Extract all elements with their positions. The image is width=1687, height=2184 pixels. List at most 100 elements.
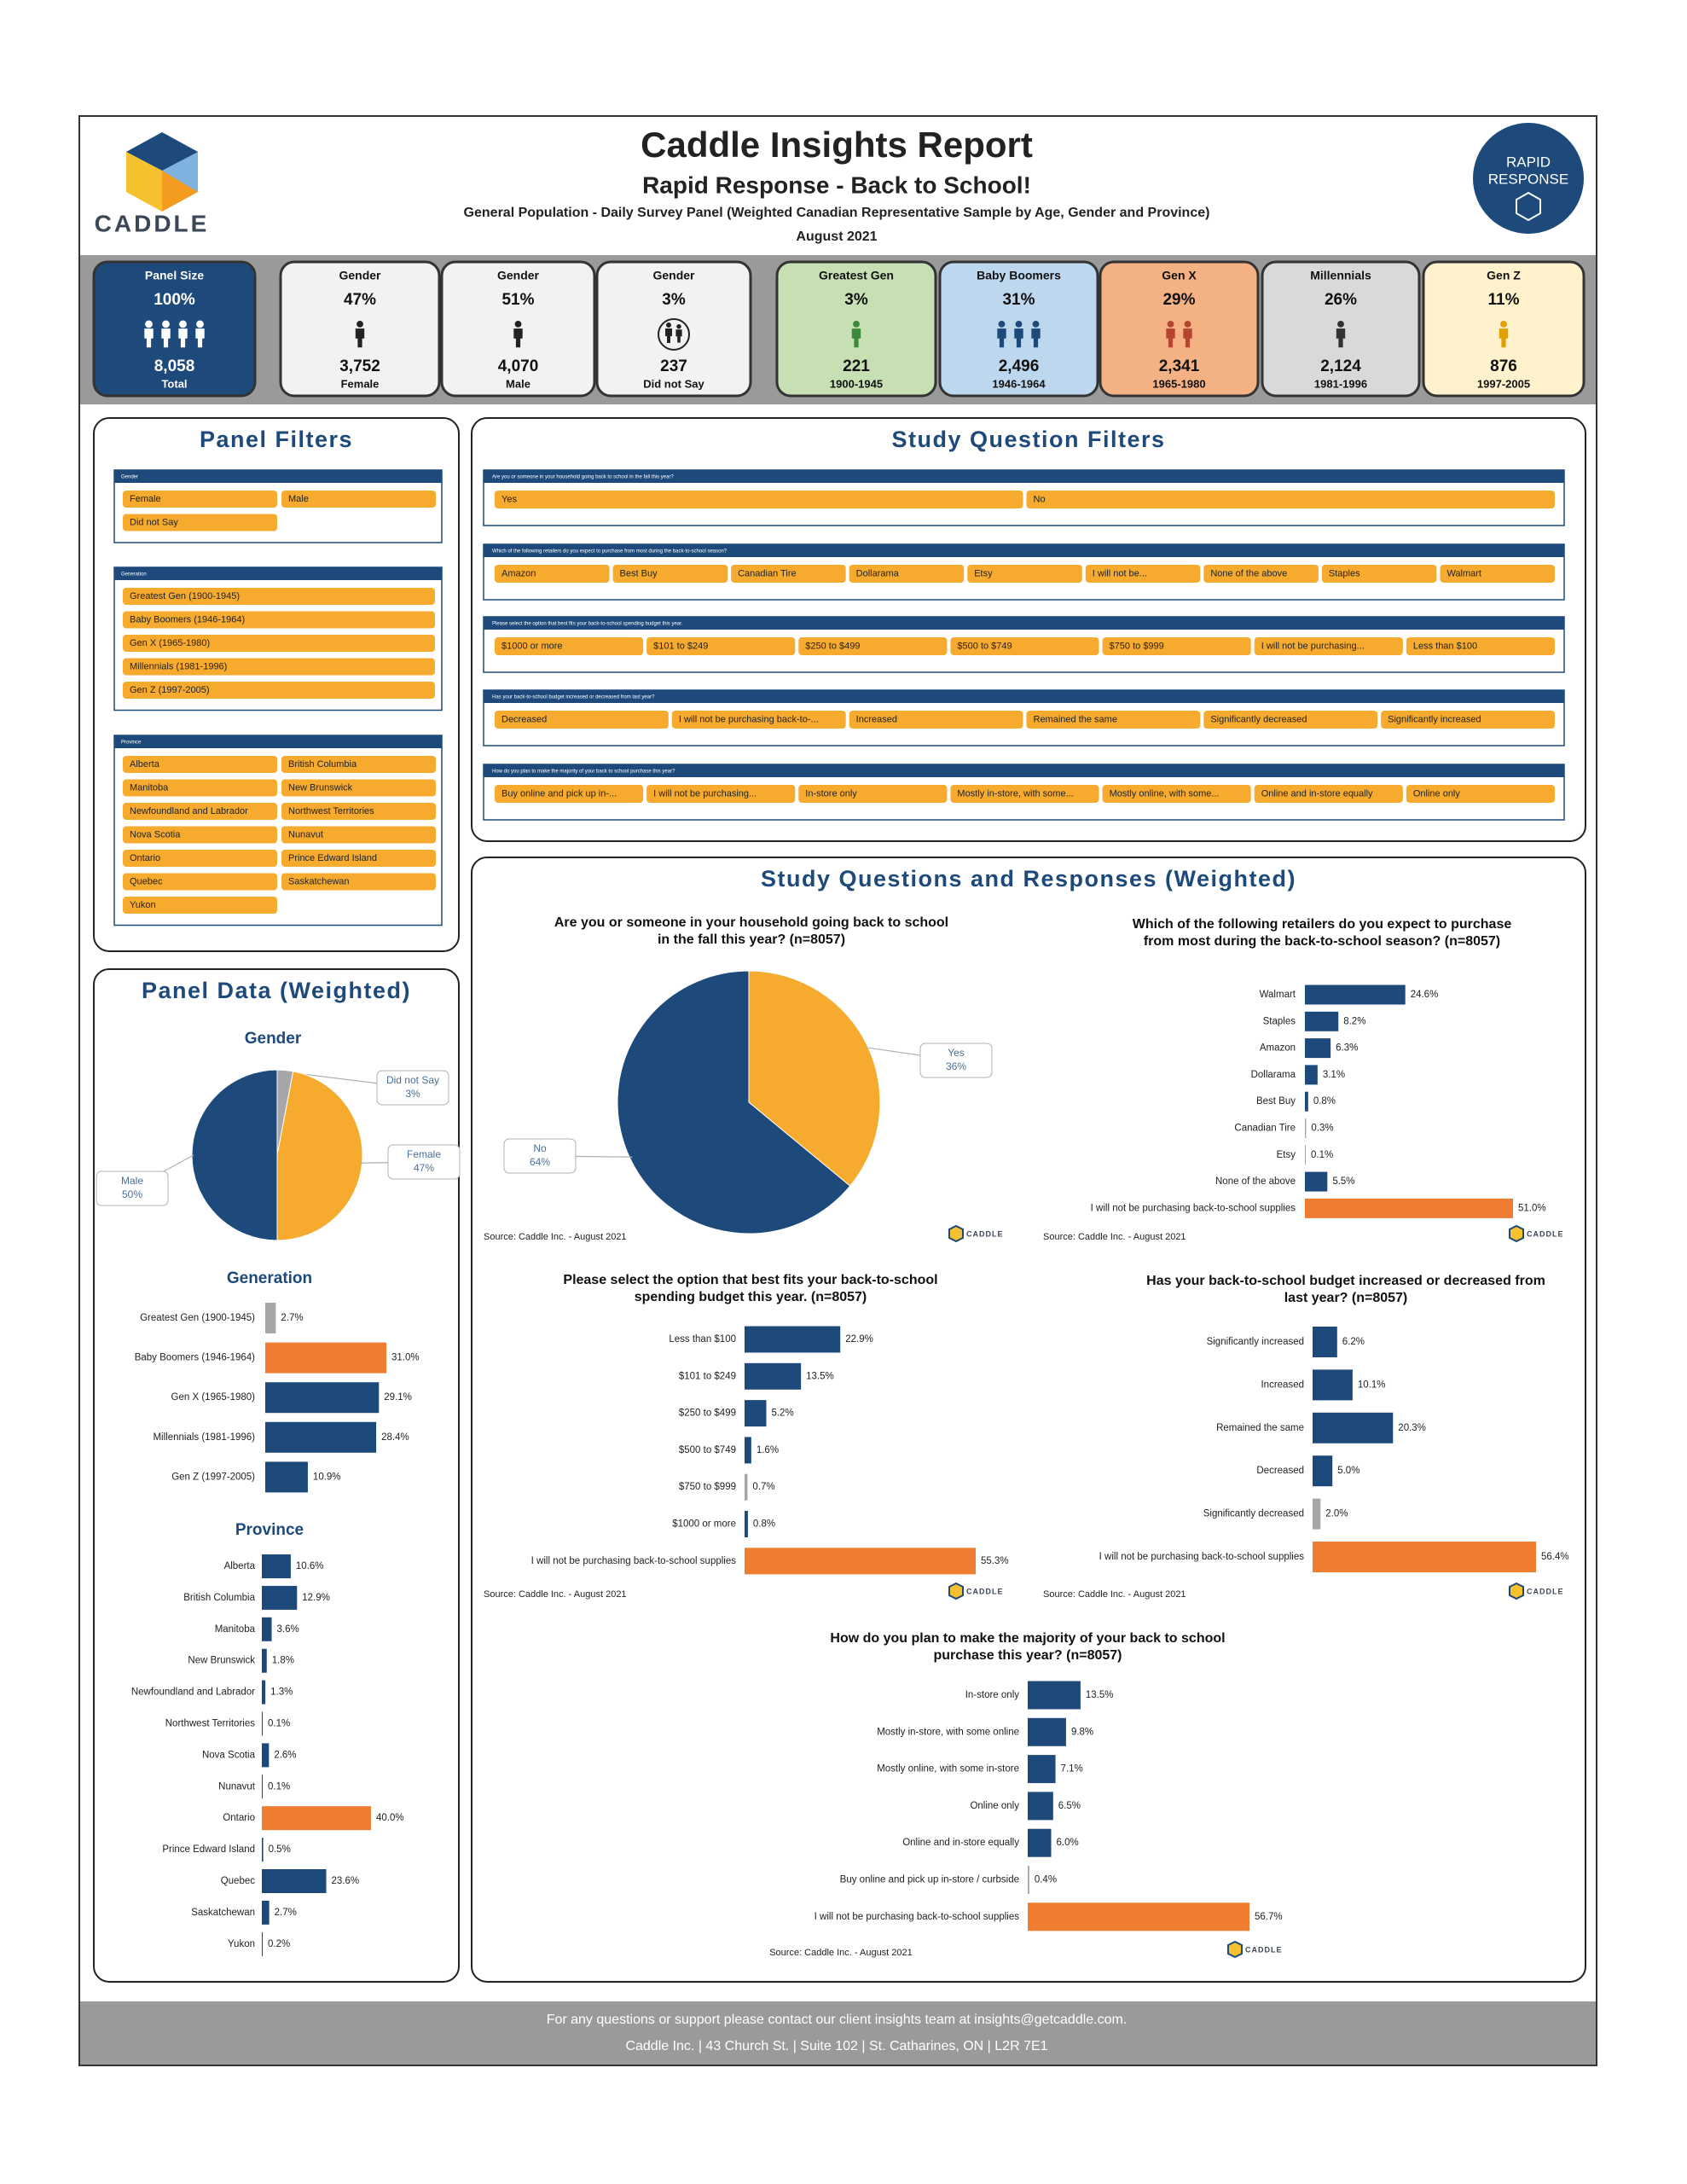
bar-value-label: 3.1% — [1323, 1070, 1345, 1080]
filter-chip-label: Ontario — [130, 853, 160, 863]
filter-chip — [1102, 637, 1251, 655]
chart-title: How do you plan to make the majority of … — [830, 1631, 1225, 1646]
bar — [262, 1838, 264, 1862]
chart: Province Alberta 10.6% British Columbia 12.9… — [131, 1521, 404, 1956]
report-title: Caddle Insights Report — [641, 125, 1033, 165]
card-sub: Female — [341, 377, 380, 390]
mini-logo — [1509, 1582, 1524, 1600]
filter-chip-label: Newfoundland and Labrador — [130, 806, 248, 816]
mini-logo — [1509, 1224, 1524, 1243]
filter-group-header — [484, 617, 1564, 630]
bar-value-label: 22.9% — [845, 1334, 873, 1345]
card-label: Millennials — [1310, 269, 1371, 282]
logo-text: CADDLE — [95, 210, 210, 236]
icon — [179, 320, 187, 328]
bar-value-label: 23.6% — [332, 1876, 360, 1886]
footer-bar — [80, 2001, 1596, 2065]
bar-value-label: 6.0% — [1057, 1838, 1079, 1848]
bar-label: Online only — [970, 1801, 1019, 1811]
pie-label: No — [533, 1142, 547, 1154]
filter-group-header — [114, 567, 442, 580]
filter-chip — [646, 785, 796, 803]
bar-value-label: 29.1% — [384, 1392, 412, 1403]
bar-value-label: 2.7% — [275, 1908, 297, 1918]
bar-label: British Columbia — [183, 1593, 255, 1603]
pie-slice — [748, 970, 881, 1187]
filter-chip — [123, 756, 277, 773]
bar — [262, 1711, 263, 1736]
filter-chip — [123, 873, 277, 891]
icon — [1336, 328, 1346, 348]
bar — [745, 1437, 751, 1464]
filter-chip-label: $500 to $749 — [957, 641, 1012, 651]
mini-logo-text: CADDLE — [966, 1229, 1004, 1238]
icon — [1032, 321, 1040, 328]
chart-title: Are you or someone in your household goi… — [554, 915, 948, 930]
callout-box — [387, 1144, 461, 1180]
bar-label: $750 to $999 — [679, 1482, 736, 1492]
bar-value-label: 1.8% — [272, 1656, 294, 1666]
bar — [262, 1554, 291, 1578]
report-description: General Population - Daily Survey Panel … — [464, 206, 1210, 220]
filter-chip-label: Northwest Territories — [288, 806, 374, 816]
card-sub: Total — [161, 377, 187, 390]
bar-label: I will not be purchasing back-to-school … — [1099, 1552, 1305, 1562]
badge — [1473, 123, 1584, 234]
card-percent: 3% — [662, 291, 686, 309]
logo-shape — [162, 171, 198, 212]
card-percent: 3% — [844, 291, 868, 309]
filter-group: Please select the option that best fits … — [483, 616, 1565, 673]
card-count: 221 — [843, 357, 870, 375]
bar — [1305, 1145, 1306, 1165]
filter-chip-label: Baby Boomers (1946-1964) — [130, 614, 245, 624]
icon — [162, 320, 170, 328]
filter-chip — [123, 682, 435, 699]
card-count: 8,058 — [154, 357, 195, 375]
bar-value-label: 6.5% — [1058, 1801, 1081, 1811]
bar-label: $101 to $249 — [679, 1371, 736, 1381]
card-count: 2,496 — [999, 357, 1040, 375]
pie-value-label: 3% — [405, 1088, 420, 1100]
filter-chip — [612, 565, 728, 583]
filter-chip — [281, 779, 436, 797]
bar-value-label: 28.4% — [381, 1432, 409, 1443]
filter-chip — [950, 637, 1099, 655]
bar-value-label: 56.4% — [1541, 1552, 1569, 1562]
bar-label: Gen X (1965-1980) — [171, 1392, 256, 1403]
filter-chip-label: British Columbia — [288, 759, 357, 770]
icon — [178, 328, 188, 348]
stat-card: Gen Z 11% 876 1997-2005 — [1422, 260, 1586, 398]
card-count: 3,752 — [339, 357, 380, 375]
bar-value-label: 13.5% — [806, 1371, 834, 1381]
chart-source: Source: Caddle Inc. - August 2021 — [484, 1589, 627, 1600]
chart-title: spending budget this year. (n=8057) — [635, 1290, 867, 1304]
bar-label: Saskatchewan — [191, 1908, 255, 1918]
bar-value-label: 0.1% — [268, 1781, 290, 1792]
icon — [1499, 328, 1509, 348]
bar — [1305, 1038, 1331, 1059]
filter-chip — [1026, 711, 1201, 729]
filter-chip-label: I will not be... — [1093, 568, 1147, 578]
pie-value-label: 47% — [414, 1162, 434, 1174]
logo — [126, 132, 198, 212]
mini-logo — [1227, 1940, 1243, 1959]
bar-label: $500 to $749 — [679, 1445, 736, 1455]
icon — [853, 321, 860, 328]
bar-label: $1000 or more — [672, 1519, 736, 1530]
icon — [665, 328, 672, 343]
bar — [262, 1648, 267, 1673]
bar-value-label: 20.3% — [1398, 1423, 1426, 1433]
bar — [1028, 1828, 1052, 1857]
card-sub: 1981-1996 — [1314, 377, 1367, 390]
filter-chip — [495, 785, 644, 803]
card-label: Gender — [652, 269, 695, 282]
bar — [1305, 1091, 1308, 1112]
icon — [195, 328, 205, 348]
mini-logo-text: CADDLE — [1527, 1229, 1564, 1238]
filter-chip — [281, 803, 436, 820]
filter-group: Province Alberta British Columbia Manitoba N… — [113, 735, 443, 926]
bar — [265, 1303, 276, 1333]
icon — [676, 324, 681, 329]
stat-card: Gender 3% 237 Did not Say — [595, 260, 752, 398]
icon — [514, 321, 522, 328]
